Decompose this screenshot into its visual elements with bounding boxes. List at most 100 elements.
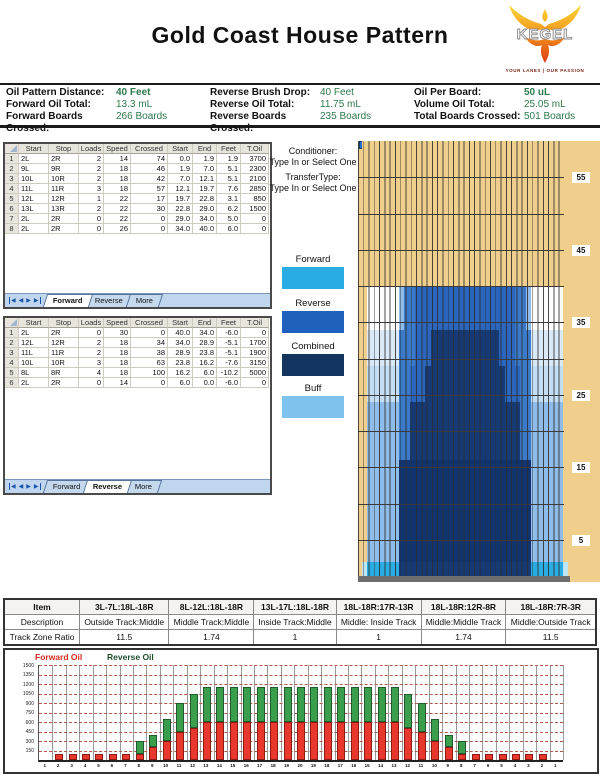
cell: 34.0 — [168, 224, 193, 234]
cell: 30 — [131, 204, 168, 214]
kegel-logo: KEGEL YOUR LANES | OUR PASSION — [500, 3, 590, 73]
nav-last-button[interactable]: ▶ — [33, 297, 41, 304]
forward-oil-bar — [498, 753, 507, 760]
cell: 5.0 — [217, 214, 241, 224]
legend-label: Buff — [304, 383, 322, 394]
y-axis-label: 300 — [25, 738, 34, 745]
oil-volume-chart: Forward Oil Reverse Oil 150 300 450 600 750 900… — [3, 648, 599, 774]
cell: 22 — [104, 214, 131, 224]
forward-oil-bar — [68, 753, 77, 760]
y-axis-label: 1200 — [22, 681, 34, 688]
tab-label: Forward — [52, 296, 82, 305]
nav-next-button[interactable]: ▶ — [26, 298, 31, 304]
nav-prev-button[interactable]: ◀ — [18, 484, 24, 490]
column-header: Stop — [49, 318, 79, 328]
cell: 16.2 — [168, 368, 193, 378]
distance-gridline — [358, 394, 564, 396]
forward-oil-bar — [377, 722, 386, 760]
cell: 0 — [131, 224, 168, 234]
reverse-oil-bar — [404, 693, 413, 729]
sheet-empty-area — [5, 234, 270, 293]
nav-first-button[interactable]: ◀ — [9, 297, 16, 304]
cell: 0 — [79, 224, 104, 234]
stat-row: Forward Boards Crossed: 266 Boards — [6, 111, 208, 135]
table-row: 7 2L 2R 0 22 0 29.0 34.0 5.0 0 — [5, 214, 270, 224]
page-title: Gold Coast House Pattern — [151, 22, 449, 48]
cell: 22.8 — [193, 194, 217, 204]
column-header: Crossed — [131, 144, 168, 154]
cell: 28.9 — [193, 338, 217, 348]
cell: 2 — [79, 164, 104, 174]
legend-swatch — [282, 354, 344, 376]
forward-oil-bar — [391, 722, 400, 760]
cell: 14 — [104, 378, 131, 388]
conditioner-panel: Conditioner: Type In or Select One Transfe… — [266, 146, 360, 418]
x-axis-label: 13 — [391, 763, 397, 768]
reverse-oil-bar — [135, 741, 144, 754]
sheet-header-row: Start Stop Loads Speed Crossed Start End Feet T.… — [5, 144, 270, 154]
table-row: 1 2L 2R 2 14 74 0.0 1.9 1.9 3700 — [5, 154, 270, 164]
tab-more[interactable]: More — [125, 294, 164, 307]
track-cell: 1 — [253, 629, 337, 646]
cell: 0 — [131, 378, 168, 388]
reverse-oil-bar — [162, 718, 171, 741]
lane-segment — [562, 532, 568, 562]
x-axis-label: 16 — [351, 763, 357, 768]
cell: -7.6 — [217, 358, 241, 368]
cell: 9L — [19, 164, 49, 174]
selector-text: TransferType: Type In or Select One — [266, 172, 360, 194]
tab-reverse[interactable]: Reverse — [82, 480, 133, 493]
row-number: 1 — [5, 154, 19, 164]
table-row: 1 2L 2R 0 30 0 40.0 34.0 -6.0 0 — [5, 328, 270, 338]
forward-oil-bar — [216, 722, 225, 760]
nav-prev-button[interactable]: ◀ — [18, 298, 24, 304]
cell: 16.2 — [193, 358, 217, 368]
cell: 7.6 — [217, 184, 241, 194]
x-axis-label: 9 — [150, 763, 154, 768]
table-row: 6 2L 2R 0 14 0 6.0 0.0 -6.0 0 — [5, 378, 270, 388]
x-axis-label: 1 — [554, 763, 557, 768]
cell: 30 — [104, 328, 131, 338]
y-axis-label: 450 — [25, 729, 34, 735]
cell: 22 — [104, 194, 131, 204]
stat-label: Volume Oil Total: — [414, 99, 495, 110]
y-axis-label: 750 — [25, 710, 34, 716]
forward-oil-bar — [404, 728, 413, 760]
track-table-row: Track Zone Ratio 11.5 1.74 1 1 1.74 11.5 — [3, 629, 597, 646]
reverse-oil-bar — [444, 734, 453, 748]
cell: 34.0 — [193, 328, 217, 338]
foul-line-bar — [358, 576, 570, 582]
distance-gridline — [358, 213, 564, 215]
tab-forward[interactable]: Forward — [42, 294, 93, 307]
lane-segment — [414, 329, 431, 366]
cell: 8L — [19, 368, 49, 378]
lane-segment — [499, 329, 516, 366]
distance-label: 5 — [572, 534, 590, 546]
column-header: Loads — [79, 144, 104, 154]
stat-value: 40 Feet — [116, 87, 151, 98]
cell: 26 — [104, 224, 131, 234]
nav-next-button[interactable]: ▶ — [26, 484, 31, 490]
row-number: 6 — [5, 378, 19, 388]
nav-last-button[interactable]: ▶ — [33, 483, 41, 490]
cell: 18 — [104, 368, 131, 378]
lane-segment — [367, 365, 399, 402]
stat-value: 50 uL — [524, 87, 551, 98]
track-cell: 1 — [335, 629, 422, 646]
cell: 2100 — [241, 174, 269, 184]
x-axis-label: 11 — [176, 763, 182, 768]
horizontal-gridline — [39, 684, 563, 685]
reverse-oil-bar — [256, 687, 265, 722]
column-header: Feet — [217, 144, 241, 154]
cell: 6.0 — [217, 224, 241, 234]
nav-first-button[interactable]: ◀ — [9, 483, 16, 490]
cell: 9R — [49, 164, 79, 174]
track-cell: Item — [3, 598, 80, 615]
legend-label: Combined — [291, 341, 335, 352]
cell: 2R — [49, 214, 79, 224]
forward-oil-bar — [82, 753, 91, 760]
cell: 2L — [19, 224, 49, 234]
x-axis-label: 8 — [137, 763, 141, 768]
lane-segment — [398, 532, 532, 562]
y-axis-label: 150 — [25, 748, 34, 754]
